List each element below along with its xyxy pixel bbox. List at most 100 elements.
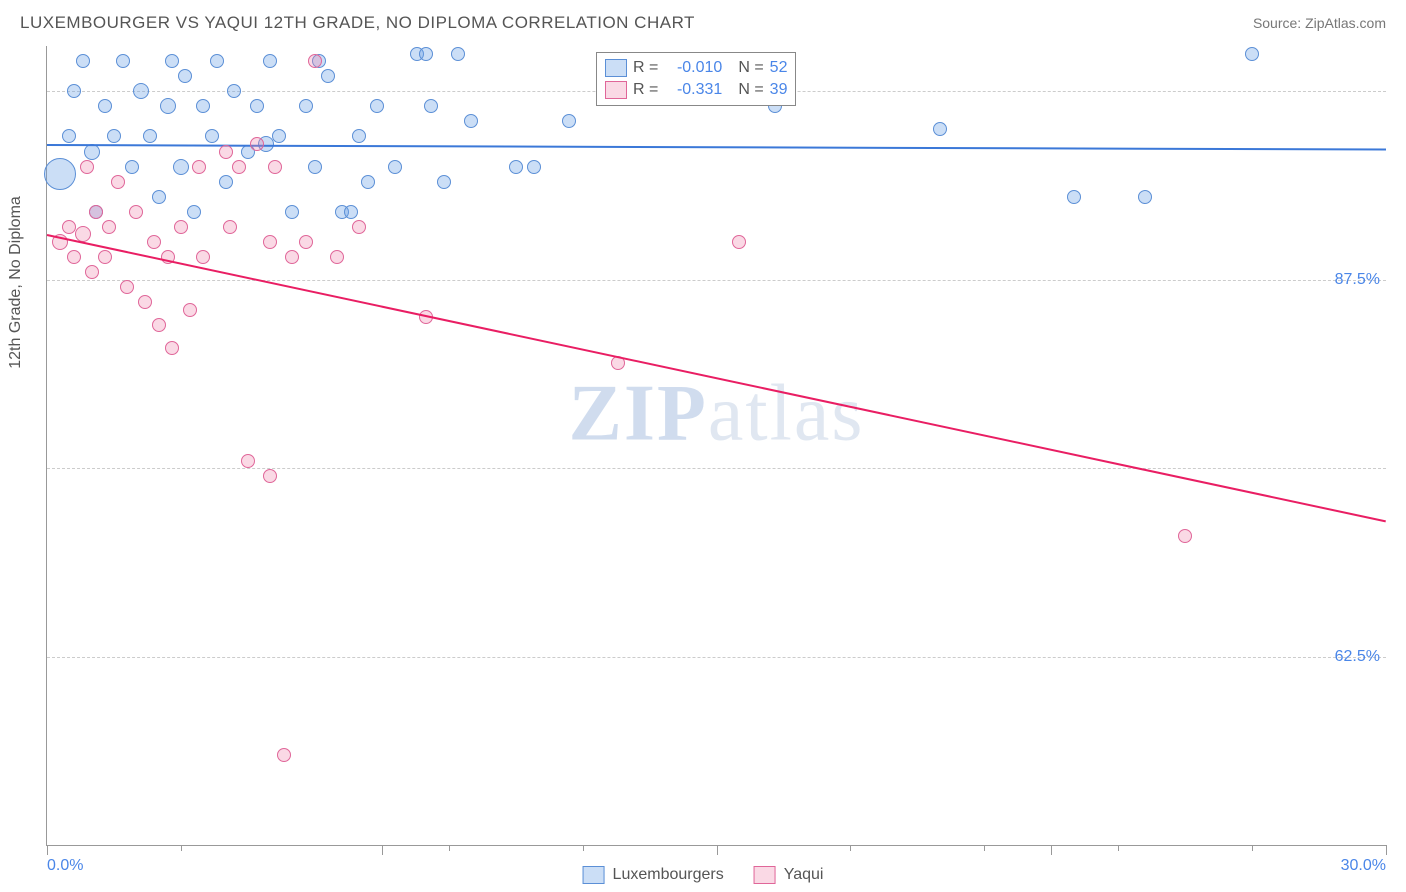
data-point — [62, 129, 76, 143]
legend-row: R =-0.010N = 52 — [605, 57, 787, 79]
data-point — [277, 748, 291, 762]
data-point — [1178, 529, 1192, 543]
x-tick — [583, 845, 584, 851]
data-point — [143, 129, 157, 143]
data-point — [272, 129, 286, 143]
data-point — [138, 295, 152, 309]
x-tick — [181, 845, 182, 851]
data-point — [98, 250, 112, 264]
correlation-legend: R =-0.010N = 52R =-0.331N = 39 — [596, 52, 796, 106]
data-point — [152, 318, 166, 332]
data-point — [196, 250, 210, 264]
data-point — [227, 84, 241, 98]
data-point — [268, 160, 282, 174]
data-point — [370, 99, 384, 113]
chart-header: LUXEMBOURGER VS YAQUI 12TH GRADE, NO DIP… — [0, 0, 1406, 46]
y-tick-label: 87.5% — [1335, 271, 1380, 289]
x-tick-label: 0.0% — [47, 857, 83, 875]
data-point — [133, 83, 149, 99]
x-tick — [850, 845, 851, 851]
x-tick — [449, 845, 450, 851]
legend-item-luxembourgers: Luxembourgers — [583, 866, 724, 884]
chart-area: 12th Grade, No Diploma ZIPatlas 62.5%87.… — [46, 46, 1386, 846]
data-point — [125, 160, 139, 174]
data-point — [1245, 47, 1259, 61]
data-point — [107, 129, 121, 143]
data-point — [424, 99, 438, 113]
data-point — [67, 84, 81, 98]
data-point — [1138, 190, 1152, 204]
data-point — [344, 205, 358, 219]
x-tick — [382, 845, 383, 855]
plot-area: ZIPatlas 62.5%87.5%0.0%30.0%R =-0.010N =… — [46, 46, 1386, 846]
n-value: 52 — [770, 59, 788, 77]
data-point — [241, 454, 255, 468]
x-tick — [47, 845, 48, 855]
r-value: -0.331 — [664, 81, 722, 99]
data-point — [285, 205, 299, 219]
x-tick — [1386, 845, 1387, 855]
data-point — [80, 160, 94, 174]
legend-row: R =-0.331N = 39 — [605, 79, 787, 101]
data-point — [232, 160, 246, 174]
x-tick — [1118, 845, 1119, 851]
gridline-h — [47, 280, 1386, 281]
data-point — [116, 54, 130, 68]
data-point — [183, 303, 197, 317]
data-point — [451, 47, 465, 61]
trendline — [47, 234, 1386, 522]
data-point — [933, 122, 947, 136]
data-point — [250, 99, 264, 113]
legend-bottom: Luxembourgers Yaqui — [583, 866, 824, 884]
data-point — [160, 98, 176, 114]
data-point — [527, 160, 541, 174]
source-attribution: Source: ZipAtlas.com — [1253, 15, 1386, 31]
data-point — [299, 99, 313, 113]
data-point — [120, 280, 134, 294]
watermark: ZIPatlas — [569, 368, 865, 459]
data-point — [1067, 190, 1081, 204]
data-point — [352, 129, 366, 143]
data-point — [111, 175, 125, 189]
data-point — [263, 235, 277, 249]
data-point — [321, 69, 335, 83]
data-point — [388, 160, 402, 174]
data-point — [174, 220, 188, 234]
y-axis-title: 12th Grade, No Diploma — [7, 196, 25, 369]
data-point — [165, 341, 179, 355]
data-point — [250, 137, 264, 151]
data-point — [98, 99, 112, 113]
data-point — [147, 235, 161, 249]
data-point — [178, 69, 192, 83]
legend-swatch — [583, 866, 605, 884]
legend-item-yaqui: Yaqui — [754, 866, 824, 884]
x-tick — [1051, 845, 1052, 855]
y-tick-label: 62.5% — [1335, 648, 1380, 666]
x-tick — [984, 845, 985, 851]
x-tick — [717, 845, 718, 855]
data-point — [129, 205, 143, 219]
data-point — [76, 54, 90, 68]
data-point — [263, 469, 277, 483]
gridline-h — [47, 468, 1386, 469]
data-point — [44, 158, 76, 190]
data-point — [210, 54, 224, 68]
data-point — [219, 175, 233, 189]
legend-swatch — [605, 59, 627, 77]
data-point — [419, 47, 433, 61]
data-point — [187, 205, 201, 219]
data-point — [437, 175, 451, 189]
chart-title: LUXEMBOURGER VS YAQUI 12TH GRADE, NO DIP… — [20, 13, 695, 33]
x-tick-label: 30.0% — [1341, 857, 1386, 875]
data-point — [263, 54, 277, 68]
data-point — [85, 265, 99, 279]
data-point — [223, 220, 237, 234]
data-point — [285, 250, 299, 264]
data-point — [102, 220, 116, 234]
r-value: -0.010 — [664, 59, 722, 77]
n-value: 39 — [770, 81, 788, 99]
data-point — [173, 159, 189, 175]
x-tick — [1252, 845, 1253, 851]
data-point — [562, 114, 576, 128]
data-point — [299, 235, 313, 249]
